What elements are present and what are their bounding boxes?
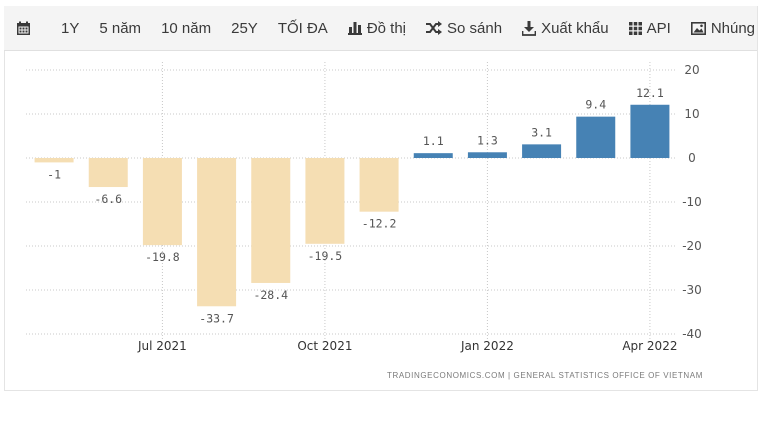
compare-label: So sánh: [447, 19, 503, 37]
calendar-button[interactable]: [4, 6, 43, 50]
compare-button[interactable]: So sánh: [416, 6, 512, 50]
chart-button[interactable]: Đồ thị: [338, 6, 416, 50]
data-label: 1.1: [423, 134, 444, 148]
range-10y-label: 10 năm: [161, 19, 212, 37]
bar-2021-08: [197, 158, 237, 307]
data-label: 9.4: [585, 98, 606, 112]
export-button[interactable]: Xuất khẩu: [512, 6, 619, 50]
bar-2022-03: [576, 116, 616, 158]
x-tick-label: Apr 2022: [622, 339, 677, 353]
api-button[interactable]: API: [619, 6, 681, 50]
range-5y-label: 5 năm: [99, 19, 142, 37]
bar-chart-icon: [347, 22, 362, 35]
x-tick-label: Oct 2021: [297, 339, 352, 353]
chart-label: Đồ thị: [366, 19, 407, 37]
export-label: Xuất khẩu: [541, 19, 609, 37]
data-label: -1: [47, 167, 61, 181]
data-label: -6.6: [94, 192, 122, 206]
grid-icon: [628, 21, 642, 35]
bar-2021-09: [251, 158, 291, 283]
y-tick-label: 10: [684, 107, 699, 121]
data-label: -12.2: [362, 217, 397, 231]
range-25y-label: 25Y: [231, 19, 258, 37]
bar-2021-11: [359, 158, 399, 212]
y-tick-label: -10: [682, 195, 702, 209]
api-label: API: [646, 19, 671, 37]
source-credit: TRADINGECONOMICS.COM | GENERAL STATISTIC…: [387, 371, 703, 380]
y-tick-label: -40: [682, 327, 702, 341]
embed-label: Nhúng: [710, 19, 756, 37]
data-label: -33.7: [199, 311, 234, 325]
bar-2021-06: [88, 158, 128, 188]
calendar-icon: [17, 21, 30, 35]
data-label: 12.1: [636, 86, 664, 100]
data-label: -19.5: [308, 249, 343, 263]
y-tick-label: 0: [688, 151, 696, 165]
bar-2022-01: [467, 152, 507, 158]
data-label: 1.3: [477, 133, 498, 147]
shuffle-icon: [426, 21, 443, 35]
range-5y-button[interactable]: 5 năm: [89, 6, 151, 50]
range-1y-button[interactable]: 1Y: [43, 6, 89, 50]
bar-2021-07: [142, 158, 182, 246]
data-label: -28.4: [253, 288, 288, 302]
y-tick-label: -30: [682, 283, 702, 297]
bar-2021-05: [34, 158, 74, 163]
x-tick-label: Jul 2021: [137, 339, 187, 353]
image-icon: [690, 21, 706, 35]
bar-2022-02: [522, 144, 562, 158]
download-icon: [522, 20, 537, 36]
x-tick-label: Jan 2022: [460, 339, 514, 353]
range-max-label: TỐI ĐA: [277, 19, 328, 37]
y-tick-label: 20: [684, 63, 699, 77]
bar-2021-12: [413, 153, 453, 158]
embed-button[interactable]: Nhúng: [681, 6, 765, 50]
range-10y-button[interactable]: 10 năm: [151, 6, 221, 50]
bar-2021-10: [305, 158, 345, 244]
range-25y-button[interactable]: 25Y: [221, 6, 268, 50]
range-1y-label: 1Y: [61, 19, 80, 37]
bar-2022-04: [630, 104, 670, 158]
range-max-button[interactable]: TỐI ĐA: [268, 6, 338, 50]
data-label: 3.1: [531, 125, 552, 139]
y-tick-label: -20: [682, 239, 702, 253]
data-label: -19.8: [145, 250, 180, 264]
toolbar: 1Y 5 năm 10 năm 25Y TỐI ĐA Đồ thị So sán…: [4, 6, 757, 51]
